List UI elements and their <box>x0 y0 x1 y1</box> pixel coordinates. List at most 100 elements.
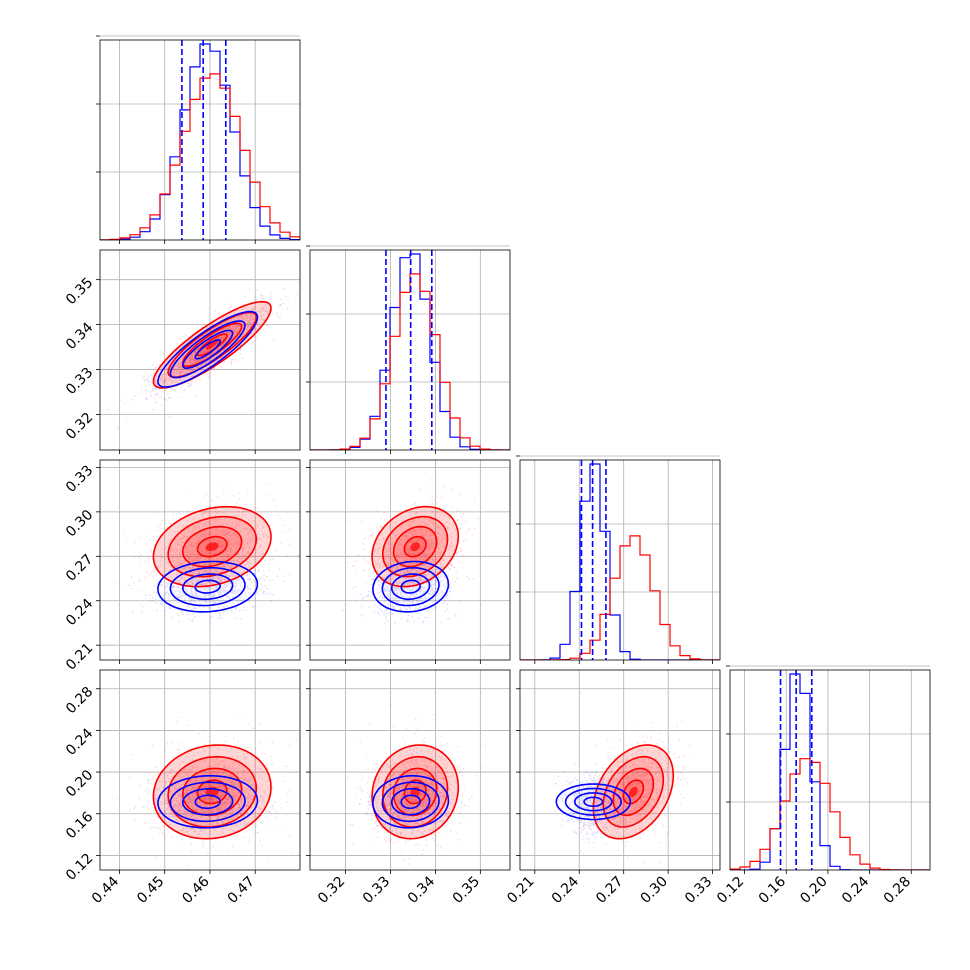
y-tick-label: 0.12 <box>63 850 96 883</box>
panel-2-0 <box>96 460 300 664</box>
contour-series-0-level-2 <box>169 567 246 607</box>
scatter-points-series-0 <box>127 548 300 625</box>
scatter-panel-1-0 <box>107 287 299 430</box>
panel-1-1 <box>306 245 510 454</box>
contour-series-0-level-0 <box>194 579 221 594</box>
contour-series-1-level-0 <box>622 779 645 805</box>
contour-series-0-level-2 <box>169 781 246 823</box>
x-tick-label: 0.30 <box>638 873 671 906</box>
x-tick-label: 0.12 <box>714 874 747 907</box>
histogram-3-series-1 <box>730 758 930 870</box>
x-tick-label: 0.35 <box>450 873 483 906</box>
y-tick-label: 0.24 <box>63 596 96 629</box>
contour-series-1-level-0 <box>403 779 427 805</box>
density-core <box>628 786 638 797</box>
contour-series-0-level-2 <box>381 567 440 607</box>
histogram-0-series-1 <box>100 73 300 240</box>
contour-series-0-level-2 <box>169 320 246 379</box>
panel-frame-1-1 <box>309 249 511 451</box>
contour-series-0-level-1 <box>391 573 431 601</box>
y-tick-label: 0.16 <box>63 809 96 842</box>
x-tick-label: 0.34 <box>405 873 438 906</box>
contour-series-1-level-0 <box>196 333 228 357</box>
x-tick-label: 0.24 <box>839 873 872 906</box>
contour-series-1-level-1 <box>392 525 438 568</box>
y-tick-label: 0.28 <box>63 684 96 717</box>
y-tick-label: 0.34 <box>63 320 96 353</box>
x-tick-label: 0.47 <box>225 874 258 907</box>
contour-series-0-level-3 <box>555 783 632 821</box>
contour-series-0-level-3 <box>157 310 259 388</box>
contour-series-0-level-0 <box>194 794 221 810</box>
contour-series-1-level-0 <box>196 779 228 805</box>
panel-3-2 <box>516 670 720 874</box>
histogram-2-series-1 <box>520 535 720 660</box>
y-tick-label: 0.33 <box>63 462 96 495</box>
contour-series-1-level-0 <box>403 535 427 558</box>
scatter-panel-2-1 <box>342 479 481 625</box>
x-tick-label: 0.24 <box>549 873 582 906</box>
contour-series-0-level-0 <box>400 579 421 594</box>
contour-series-0-level-2 <box>381 781 440 823</box>
contour-series-0-level-3 <box>157 774 259 829</box>
y-tick-label: 0.33 <box>63 365 96 398</box>
panel-3-3 <box>726 665 930 874</box>
panel-3-1 <box>306 670 510 874</box>
y-tick-label: 0.21 <box>63 640 96 673</box>
contour-series-0-level-0 <box>400 794 421 810</box>
contour-series-1-level-1 <box>612 767 655 817</box>
contour-series-1-level-2 <box>381 515 449 578</box>
x-tick-label: 0.16 <box>756 873 789 906</box>
y-tick-label: 0.20 <box>63 767 96 800</box>
contour-series-1-level-2 <box>602 755 665 828</box>
contour-series-1-level-3 <box>592 744 675 840</box>
contour-series-0-level-1 <box>181 329 234 369</box>
histogram-3-series-0 <box>730 673 930 870</box>
density-core <box>205 340 219 350</box>
histogram-group-1 <box>310 250 510 450</box>
panel-frame-0-0 <box>99 39 301 241</box>
panel-frame-3-2 <box>519 669 721 871</box>
x-tick-label: 0.21 <box>504 874 537 907</box>
contour-series-0-level-0 <box>194 339 221 360</box>
panel-frame-1-0 <box>99 249 301 451</box>
contour-series-0-level-3 <box>372 774 450 829</box>
contour-series-1-level-2 <box>167 311 258 379</box>
histogram-2-series-0 <box>520 463 720 660</box>
contour-series-1-level-2 <box>167 515 258 578</box>
contour-series-1-level-3 <box>152 744 272 840</box>
panel-frame-2-1 <box>309 459 511 661</box>
scatter-panel-2-0 <box>114 482 300 625</box>
scatter-panel-3-0 <box>116 716 297 868</box>
contour-series-0-level-1 <box>391 788 431 816</box>
x-tick-label: 0.45 <box>134 874 167 907</box>
x-tick-label: 0.44 <box>89 873 122 906</box>
histogram-group-0 <box>100 40 300 240</box>
x-tick-label: 0.46 <box>179 873 212 906</box>
panel-frame-2-2 <box>519 459 721 661</box>
scatter-panel-3-2 <box>554 720 692 865</box>
contour-series-0-level-3 <box>372 560 450 613</box>
scatter-panel-3-1 <box>346 704 487 865</box>
scatter-points-series-0 <box>107 287 284 418</box>
y-tick-label: 0.32 <box>63 410 96 443</box>
contour-series-1-level-3 <box>371 744 460 840</box>
panel-frame-3-1 <box>309 669 511 871</box>
scatter-points-series-1 <box>345 479 481 620</box>
scatter-points-series-0 <box>349 765 470 841</box>
panel-frame-2-0 <box>99 459 301 661</box>
contour-series-1-level-0 <box>196 535 228 558</box>
contour-series-1-level-1 <box>181 525 243 568</box>
x-tick-label: 0.28 <box>881 874 914 907</box>
x-tick-label: 0.33 <box>682 874 715 907</box>
contour-series-0-level-3 <box>157 560 259 613</box>
x-tick-label: 0.27 <box>593 874 626 907</box>
x-tick-label: 0.33 <box>360 873 393 906</box>
contour-series-0-level-2 <box>564 787 622 816</box>
contour-series-0-level-0 <box>583 796 604 807</box>
panel-frame-3-0 <box>99 669 301 871</box>
contour-series-1-level-3 <box>371 505 460 588</box>
x-tick-label: 0.32 <box>315 874 348 907</box>
panel-frame-3-3 <box>729 669 931 871</box>
